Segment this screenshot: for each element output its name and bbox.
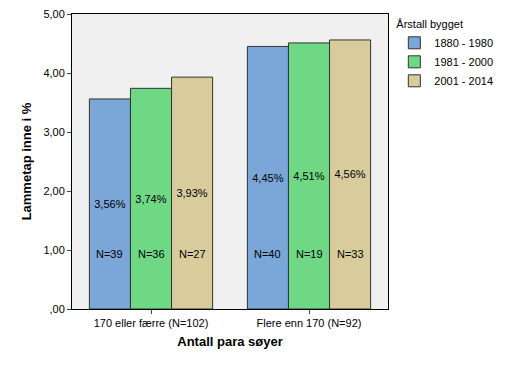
svg-text:3,56%: 3,56% bbox=[94, 198, 125, 210]
svg-text:3,93%: 3,93% bbox=[176, 187, 207, 199]
svg-text:170 eller færre (N=102): 170 eller færre (N=102) bbox=[94, 317, 209, 329]
svg-text:Lammetap inne i %: Lammetap inne i % bbox=[19, 102, 34, 220]
svg-text:,00: ,00 bbox=[50, 303, 65, 315]
svg-text:N=36: N=36 bbox=[138, 248, 165, 260]
svg-text:N=27: N=27 bbox=[179, 248, 206, 260]
svg-text:1880 - 1980: 1880 - 1980 bbox=[434, 37, 493, 49]
svg-text:Flere enn 170 (N=92): Flere enn 170 (N=92) bbox=[257, 317, 362, 329]
svg-text:Årstall bygget: Årstall bygget bbox=[396, 18, 463, 30]
svg-text:4,51%: 4,51% bbox=[293, 170, 324, 182]
svg-text:4,45%: 4,45% bbox=[252, 172, 283, 184]
svg-text:5,00: 5,00 bbox=[43, 8, 64, 20]
svg-text:1,00: 1,00 bbox=[43, 244, 64, 256]
svg-text:2001 - 2014: 2001 - 2014 bbox=[434, 75, 493, 87]
svg-text:N=39: N=39 bbox=[96, 248, 123, 260]
svg-text:3,00: 3,00 bbox=[43, 126, 64, 138]
svg-text:2,00: 2,00 bbox=[43, 185, 64, 197]
svg-text:N=40: N=40 bbox=[254, 248, 281, 260]
svg-text:4,56%: 4,56% bbox=[334, 168, 365, 180]
svg-text:N=19: N=19 bbox=[296, 248, 323, 260]
svg-text:3,74%: 3,74% bbox=[135, 193, 166, 205]
svg-text:4,00: 4,00 bbox=[43, 67, 64, 79]
svg-text:1981 - 2000: 1981 - 2000 bbox=[434, 56, 493, 68]
svg-text:Antall para søyer: Antall para søyer bbox=[177, 334, 283, 349]
svg-text:N=33: N=33 bbox=[337, 248, 364, 260]
